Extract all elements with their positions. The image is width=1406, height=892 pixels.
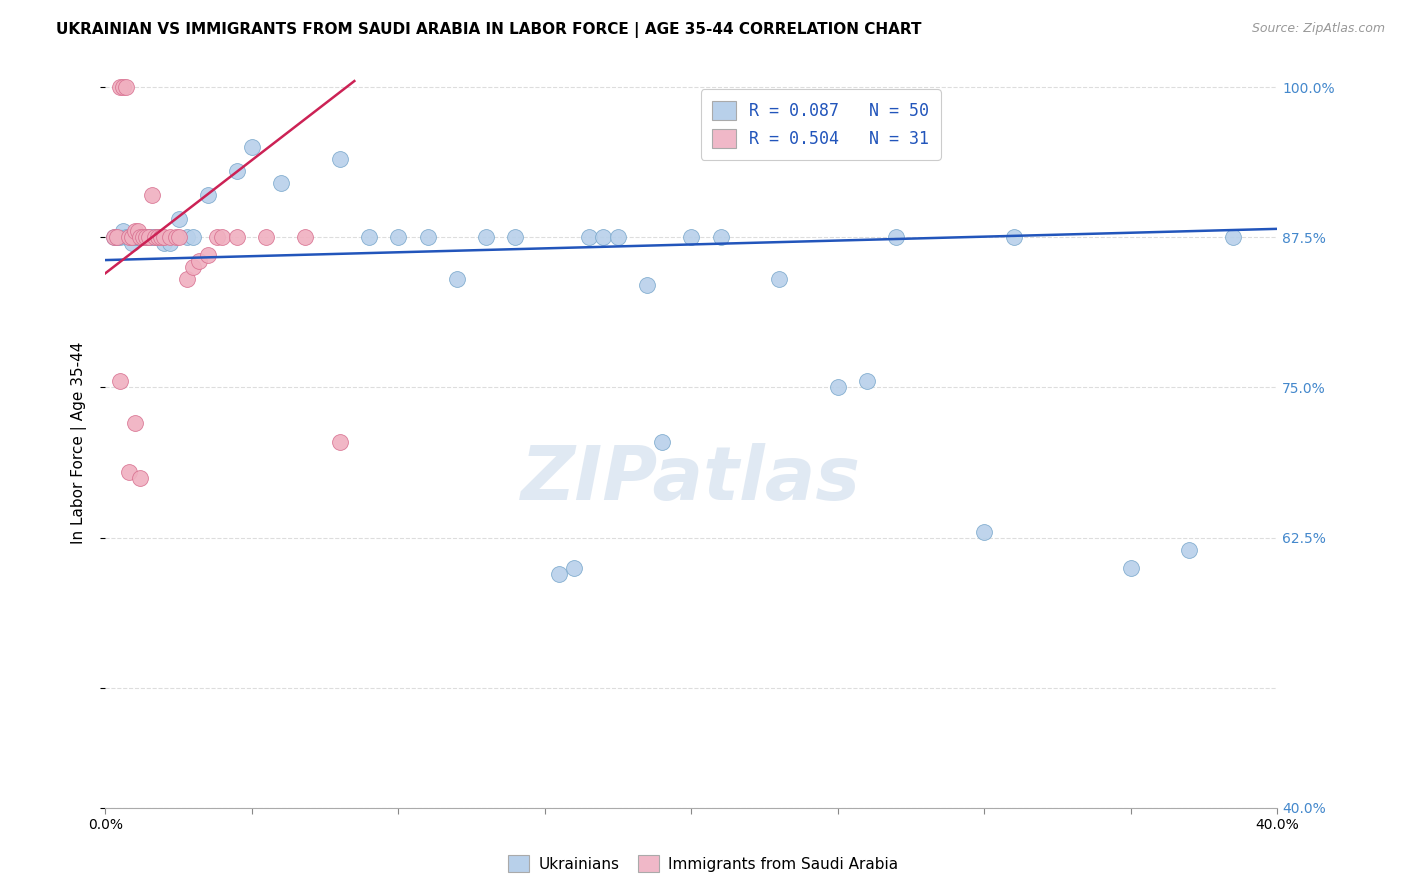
Point bbox=[111, 224, 134, 238]
Point bbox=[211, 230, 233, 244]
Point bbox=[416, 230, 439, 244]
Point bbox=[129, 470, 152, 484]
Point bbox=[159, 236, 181, 251]
Text: UKRAINIAN VS IMMIGRANTS FROM SAUDI ARABIA IN LABOR FORCE | AGE 35-44 CORRELATION: UKRAINIAN VS IMMIGRANTS FROM SAUDI ARABI… bbox=[56, 22, 922, 38]
Point bbox=[475, 230, 498, 244]
Point bbox=[176, 230, 198, 244]
Point bbox=[159, 230, 181, 244]
Point bbox=[294, 230, 316, 244]
Point bbox=[270, 176, 292, 190]
Point bbox=[127, 230, 149, 244]
Point bbox=[181, 260, 204, 275]
Point bbox=[548, 566, 571, 581]
Point bbox=[181, 230, 204, 244]
Point bbox=[651, 434, 673, 449]
Point bbox=[681, 230, 703, 244]
Point bbox=[256, 230, 278, 244]
Point bbox=[141, 188, 163, 202]
Point bbox=[607, 230, 630, 244]
Point bbox=[886, 230, 908, 244]
Point bbox=[973, 524, 995, 539]
Point bbox=[135, 230, 157, 244]
Point bbox=[132, 230, 155, 244]
Legend: R = 0.087   N = 50, R = 0.504   N = 31: R = 0.087 N = 50, R = 0.504 N = 31 bbox=[700, 89, 941, 160]
Point bbox=[129, 230, 152, 244]
Point bbox=[129, 230, 152, 244]
Point bbox=[146, 230, 169, 244]
Point bbox=[167, 230, 190, 244]
Point bbox=[108, 375, 131, 389]
Point bbox=[149, 230, 172, 244]
Point bbox=[226, 230, 249, 244]
Legend: Ukrainians, Immigrants from Saudi Arabia: Ukrainians, Immigrants from Saudi Arabia bbox=[501, 847, 905, 880]
Point bbox=[562, 560, 585, 574]
Point bbox=[636, 278, 658, 293]
Point bbox=[710, 230, 733, 244]
Point bbox=[387, 230, 409, 244]
Point bbox=[856, 375, 879, 389]
Point bbox=[592, 230, 614, 244]
Point bbox=[103, 230, 125, 244]
Point bbox=[197, 188, 219, 202]
Point bbox=[226, 164, 249, 178]
Point bbox=[446, 272, 468, 286]
Point bbox=[124, 417, 146, 431]
Point bbox=[1119, 560, 1142, 574]
Point bbox=[121, 230, 143, 244]
Point bbox=[578, 230, 600, 244]
Point bbox=[124, 224, 146, 238]
Point bbox=[114, 80, 136, 95]
Point bbox=[176, 272, 198, 286]
Point bbox=[108, 80, 131, 95]
Point bbox=[118, 230, 141, 244]
Point bbox=[188, 254, 211, 268]
Text: ZIPatlas: ZIPatlas bbox=[522, 442, 862, 516]
Point bbox=[1222, 230, 1244, 244]
Point bbox=[132, 230, 155, 244]
Point bbox=[127, 224, 149, 238]
Point bbox=[329, 434, 352, 449]
Point bbox=[103, 230, 125, 244]
Point bbox=[153, 230, 176, 244]
Point bbox=[1002, 230, 1025, 244]
Point bbox=[114, 230, 136, 244]
Point bbox=[143, 230, 166, 244]
Point bbox=[135, 230, 157, 244]
Point bbox=[124, 230, 146, 244]
Point bbox=[827, 380, 849, 394]
Point bbox=[141, 230, 163, 244]
Point bbox=[167, 212, 190, 227]
Y-axis label: In Labor Force | Age 35-44: In Labor Force | Age 35-44 bbox=[72, 342, 87, 544]
Point bbox=[1178, 542, 1201, 557]
Point bbox=[165, 230, 187, 244]
Point bbox=[118, 465, 141, 479]
Point bbox=[105, 230, 128, 244]
Point bbox=[768, 272, 790, 286]
Point bbox=[121, 236, 143, 251]
Point bbox=[329, 152, 352, 166]
Point bbox=[105, 230, 128, 244]
Point bbox=[205, 230, 228, 244]
Point bbox=[197, 248, 219, 262]
Point bbox=[111, 80, 134, 95]
Point bbox=[505, 230, 527, 244]
Point bbox=[240, 140, 263, 154]
Point bbox=[108, 230, 131, 244]
Point bbox=[357, 230, 380, 244]
Point bbox=[138, 230, 160, 244]
Point bbox=[153, 236, 176, 251]
Point bbox=[138, 230, 160, 244]
Text: Source: ZipAtlas.com: Source: ZipAtlas.com bbox=[1251, 22, 1385, 36]
Point bbox=[118, 230, 141, 244]
Point bbox=[146, 230, 169, 244]
Point bbox=[143, 230, 166, 244]
